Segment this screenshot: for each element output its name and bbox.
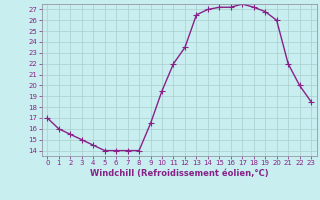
X-axis label: Windchill (Refroidissement éolien,°C): Windchill (Refroidissement éolien,°C) xyxy=(90,169,268,178)
